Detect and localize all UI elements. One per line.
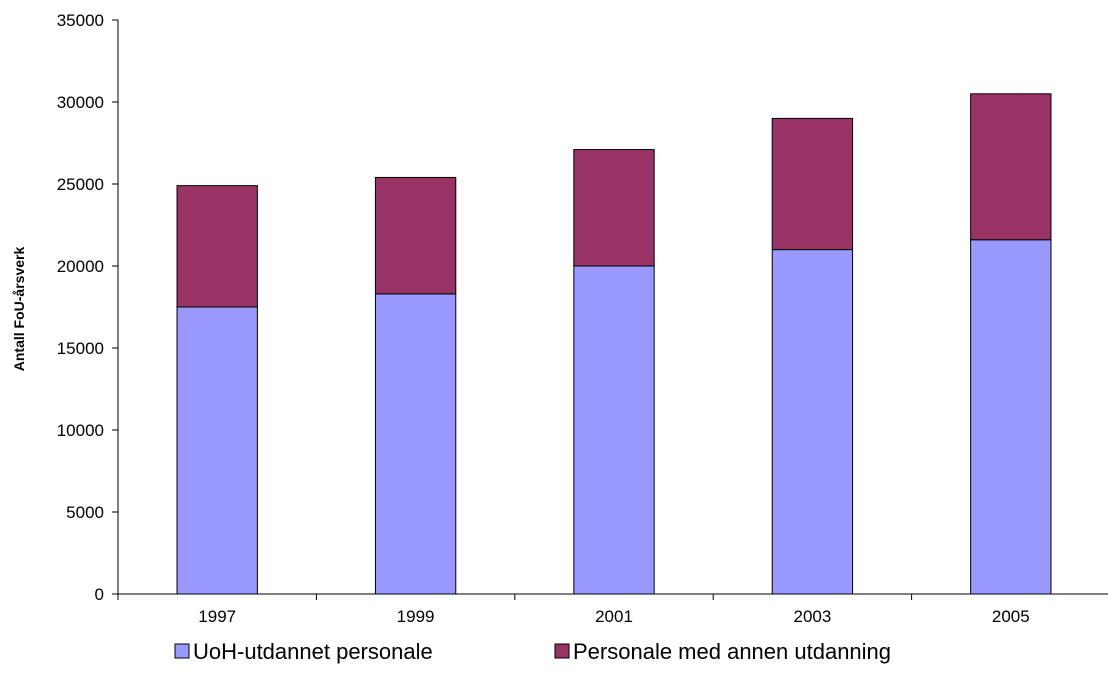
bar-segment-uoh-1999 bbox=[374, 293, 457, 595]
x-tick-label: 1997 bbox=[198, 607, 236, 626]
legend: UoH-utdannet personale Personale med anne… bbox=[174, 639, 891, 664]
x-tick-label: 2001 bbox=[595, 607, 633, 626]
bar-segment-annen-1999 bbox=[374, 176, 457, 295]
bar-segment-annen-1997 bbox=[176, 185, 258, 308]
y-tick-label: 0 bbox=[95, 585, 104, 604]
y-tick-label: 10000 bbox=[57, 421, 104, 440]
y-tick-label: 20000 bbox=[57, 257, 104, 276]
y-axis-title: Antall FoU-årsverk bbox=[11, 247, 27, 372]
bar-segment-uoh-1997 bbox=[176, 306, 258, 595]
y-tick-label: 5000 bbox=[66, 503, 104, 522]
bar-segment-annen-2003 bbox=[771, 117, 854, 251]
y-tick-label: 15000 bbox=[57, 339, 104, 358]
legend-swatch bbox=[174, 643, 190, 659]
x-axis: 1997 1999 2001 2003 2005 bbox=[117, 593, 1108, 626]
legend-label: Personale med annen utdanning bbox=[573, 639, 891, 664]
bars bbox=[176, 93, 1052, 595]
y-tick-label: 35000 bbox=[57, 11, 104, 30]
bar-segment-uoh-2005 bbox=[970, 239, 1052, 595]
bar-segment-annen-2005 bbox=[970, 93, 1052, 241]
bar-segment-uoh-2003 bbox=[771, 249, 854, 595]
y-tick-label: 30000 bbox=[57, 93, 104, 112]
bar-segment-uoh-2001 bbox=[573, 265, 655, 595]
y-axis: 0 5000 10000 15000 20000 25000 30000 35000 bbox=[57, 11, 119, 604]
x-tick-label: 1999 bbox=[397, 607, 435, 626]
legend-label: UoH-utdannet personale bbox=[193, 639, 433, 664]
x-tick-label: 2005 bbox=[992, 607, 1030, 626]
bar-segment-annen-2001 bbox=[573, 149, 655, 267]
x-tick-label: 2003 bbox=[793, 607, 831, 626]
legend-swatch bbox=[554, 643, 570, 659]
y-tick-label: 25000 bbox=[57, 175, 104, 194]
